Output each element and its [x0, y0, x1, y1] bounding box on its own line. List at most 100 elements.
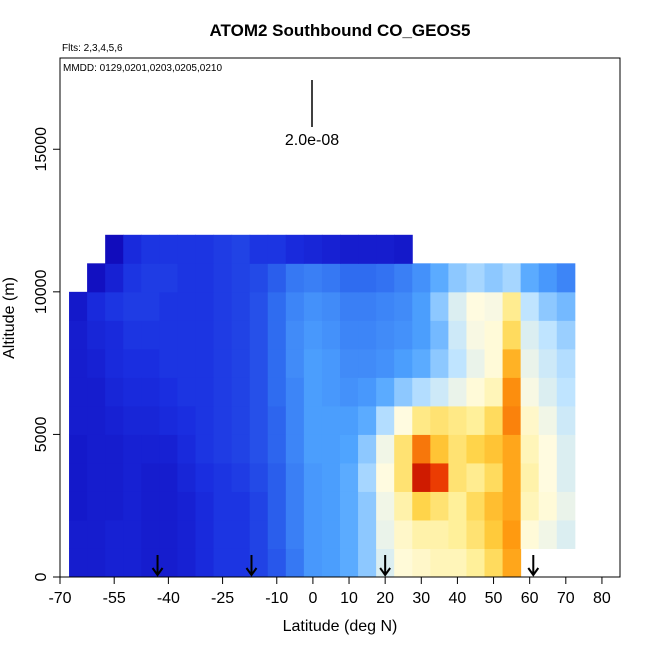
marker-arrow — [151, 555, 164, 577]
heat-cell — [123, 348, 142, 378]
heat-cell — [267, 263, 287, 293]
heat-cell — [430, 263, 449, 293]
heat-cell — [141, 377, 160, 407]
heat-cell — [303, 348, 323, 378]
heat-cell — [538, 462, 558, 492]
x-tick-label: -25 — [211, 590, 234, 607]
x-tick-label: 10 — [340, 590, 358, 607]
heat-cell — [394, 348, 413, 378]
heat-cell — [231, 519, 251, 549]
heat-cell — [303, 491, 323, 521]
heat-cell — [538, 263, 558, 293]
heat-cell — [394, 234, 413, 264]
heat-cell — [520, 377, 540, 407]
heat-cell — [141, 434, 160, 464]
heat-cell — [159, 491, 178, 521]
heat-cell — [123, 234, 142, 264]
heat-cell — [394, 320, 413, 350]
heat-cell — [340, 263, 359, 293]
x-tick-label: 30 — [412, 590, 430, 607]
heat-cell — [213, 462, 233, 492]
heat-cell — [484, 320, 504, 350]
heat-cell — [412, 320, 431, 350]
heat-cell — [466, 291, 486, 321]
heat-cell — [448, 377, 467, 407]
heat-cell — [466, 348, 486, 378]
heat-cell — [538, 519, 558, 549]
heat-cell — [538, 291, 558, 321]
heat-cell — [141, 291, 160, 321]
heat-cell — [69, 291, 88, 321]
heat-cell — [520, 462, 540, 492]
heat-cell — [394, 405, 413, 435]
heat-cell — [267, 491, 287, 521]
heat-cell — [69, 548, 88, 578]
heat-cell — [340, 320, 359, 350]
heat-cell — [502, 377, 522, 407]
heat-cell — [105, 491, 124, 521]
heat-cell — [520, 405, 540, 435]
heat-cell — [520, 519, 540, 549]
chart-title: ATOM2 Southbound CO_GEOS5 — [210, 21, 471, 40]
heat-cell — [412, 434, 431, 464]
heat-cell — [123, 291, 142, 321]
heat-cell — [87, 462, 106, 492]
heat-cell — [267, 548, 287, 578]
heat-cell — [159, 548, 178, 578]
heat-cell — [484, 263, 504, 293]
heat-cell — [484, 377, 504, 407]
heat-cell — [340, 548, 359, 578]
heat-cell — [321, 519, 341, 549]
heat-cell — [466, 263, 486, 293]
heat-cell — [105, 263, 124, 293]
heat-cell — [177, 548, 196, 578]
heat-cell — [394, 263, 413, 293]
heat-cell — [466, 320, 486, 350]
heat-cell — [466, 462, 486, 492]
heat-cell — [267, 377, 287, 407]
heat-cell — [376, 519, 395, 549]
heat-cell — [556, 320, 576, 350]
heat-cell — [267, 462, 287, 492]
heat-cell — [213, 320, 233, 350]
heat-cell — [285, 291, 305, 321]
heat-cell — [466, 491, 486, 521]
heat-cell — [484, 491, 504, 521]
heat-cell — [69, 519, 88, 549]
heat-cell — [448, 320, 467, 350]
heat-cell — [484, 434, 504, 464]
heat-cell — [321, 234, 341, 264]
heat-cell — [502, 291, 522, 321]
heat-cell — [502, 434, 522, 464]
heat-cell — [376, 263, 395, 293]
heat-cell — [538, 377, 558, 407]
heat-cell — [195, 291, 215, 321]
heat-cell — [556, 405, 576, 435]
heat-cell — [213, 263, 233, 293]
heat-cell — [430, 434, 449, 464]
heat-cell — [376, 462, 395, 492]
heat-cell — [87, 548, 106, 578]
heat-cell — [394, 291, 413, 321]
heat-cell — [484, 291, 504, 321]
heat-cell — [267, 234, 287, 264]
heat-cell — [321, 263, 341, 293]
heat-cell — [303, 462, 323, 492]
heat-cell — [448, 405, 467, 435]
heat-cell — [502, 548, 522, 578]
heat-cell — [141, 263, 160, 293]
heat-cell — [358, 263, 377, 293]
heat-cell — [285, 491, 305, 521]
heat-cell — [412, 348, 431, 378]
heat-cell — [321, 462, 341, 492]
heat-cell — [267, 405, 287, 435]
heat-cell — [358, 548, 377, 578]
y-axis-label: Altitude (m) — [1, 277, 18, 359]
heat-cell — [285, 377, 305, 407]
heat-cell — [213, 519, 233, 549]
heat-cell — [177, 519, 196, 549]
heat-cell — [484, 548, 504, 578]
heat-cell — [358, 348, 377, 378]
heat-cell — [285, 405, 305, 435]
